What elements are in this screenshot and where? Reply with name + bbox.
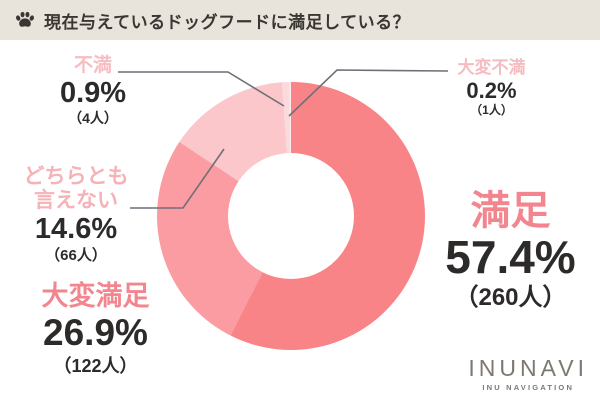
header-bar: 現在与えているドッグフードに満足している？	[0, 0, 600, 40]
callout-taihen-fuman: 大変不満 0.2% （1人）	[424, 58, 559, 118]
category-label: 大変不満	[457, 58, 526, 77]
category-label: 不満	[73, 55, 112, 76]
donut-hole	[228, 153, 354, 279]
category-percent: 57.4%	[445, 231, 576, 283]
category-count: （260人）	[454, 283, 567, 311]
category-label: どちらとも 言えない	[2, 165, 150, 213]
category-count: （122人）	[53, 355, 138, 376]
callout-taihen-manzoku: 大変満足 26.9% （122人）	[18, 281, 173, 377]
category-count: （1人）	[470, 102, 513, 117]
category-label: 大変満足	[41, 281, 150, 311]
page-title: 現在与えているドッグフードに満足している？	[44, 12, 411, 32]
callout-dochira: どちらとも 言えない 14.6% （66人）	[2, 165, 150, 265]
category-label-line1: どちらとも	[23, 165, 129, 188]
callout-fuman: 不満 0.9% （4人）	[28, 55, 158, 128]
logo-title: INUNAVI	[468, 355, 588, 381]
category-percent: 0.9%	[59, 76, 127, 109]
brand-logo: INUNAVI INU NAVIGATION	[468, 355, 588, 393]
category-percent: 26.9%	[43, 312, 148, 354]
category-count: （66人）	[45, 246, 107, 264]
category-percent: 0.2%	[466, 77, 517, 103]
callout-manzoku: 満足 57.4% （260人）	[428, 190, 593, 313]
category-label: 満足	[470, 189, 551, 233]
category-percent: 14.6%	[34, 213, 118, 246]
logo-subtitle: INU NAVIGATION	[482, 383, 575, 392]
category-count: （4人）	[68, 110, 118, 127]
category-label-line2: 言えない	[34, 189, 118, 213]
paw-icon	[16, 11, 34, 27]
